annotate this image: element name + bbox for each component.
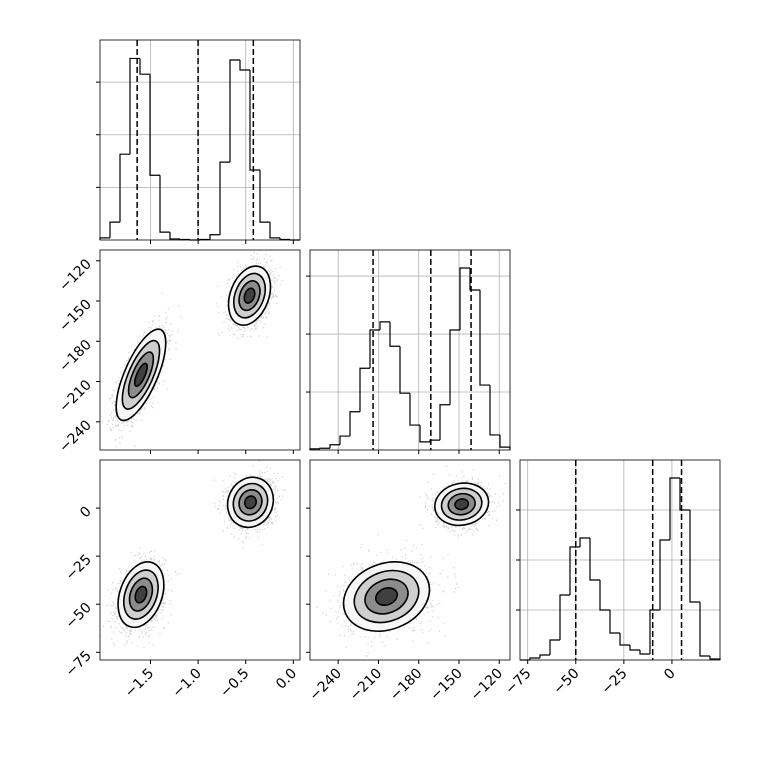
histogram-bin bbox=[579, 537, 590, 547]
panel-content bbox=[316, 465, 507, 657]
histogram-bin bbox=[339, 435, 350, 445]
x-tick-label: −1.0 bbox=[170, 666, 205, 701]
histogram-bin bbox=[399, 346, 410, 394]
histogram-bin bbox=[149, 74, 160, 176]
y-tick-label: −240 bbox=[56, 417, 95, 456]
x-tick-label: −25 bbox=[598, 666, 630, 698]
histogram-bin bbox=[359, 367, 370, 412]
density-contour bbox=[243, 287, 256, 304]
histogram-bin bbox=[379, 321, 390, 330]
density-contour bbox=[243, 495, 257, 510]
y-tick-label: 0 bbox=[77, 504, 95, 522]
histogram-bin bbox=[279, 237, 290, 241]
histogram-bin bbox=[499, 434, 511, 450]
histogram-bin bbox=[369, 329, 380, 369]
panel-content bbox=[102, 250, 289, 448]
histogram-bin bbox=[439, 404, 450, 441]
panel-frame bbox=[519, 459, 721, 661]
x-tick-label: 0.0 bbox=[273, 666, 300, 693]
y-tick-label: −75 bbox=[63, 648, 95, 680]
panel-frame bbox=[309, 249, 511, 451]
histogram-bin bbox=[429, 439, 440, 442]
histogram-bin bbox=[649, 609, 660, 654]
x-tick-label: −120 bbox=[468, 666, 507, 705]
histogram-bin bbox=[239, 60, 250, 71]
histogram-bin bbox=[689, 510, 700, 603]
histogram-bin bbox=[419, 425, 430, 443]
histogram-bin bbox=[179, 238, 190, 241]
histogram-bin bbox=[599, 580, 610, 611]
histogram-bin bbox=[609, 610, 620, 634]
x-tick-label: −50 bbox=[550, 666, 582, 698]
x-tick-label: −210 bbox=[347, 666, 386, 705]
histogram-bin bbox=[479, 290, 490, 386]
sample-cloud bbox=[316, 534, 459, 657]
histogram-bin bbox=[559, 594, 570, 640]
histogram-bin bbox=[619, 633, 630, 646]
histogram-bin bbox=[489, 385, 500, 436]
density-contour bbox=[374, 587, 399, 606]
histogram-bin bbox=[709, 656, 721, 660]
histogram-bin bbox=[229, 59, 240, 163]
histogram-bin bbox=[169, 232, 180, 240]
histogram-bin bbox=[549, 639, 560, 655]
y-tick-label: −210 bbox=[56, 377, 95, 416]
histogram-bin bbox=[409, 393, 420, 426]
panel-frame bbox=[99, 249, 301, 451]
y-tick-label: −180 bbox=[56, 337, 95, 376]
x-tick-label: −240 bbox=[307, 666, 346, 705]
histogram-bin bbox=[449, 329, 460, 405]
histogram-bin bbox=[469, 267, 480, 291]
histogram-bin bbox=[569, 546, 580, 595]
histogram-bin bbox=[659, 539, 670, 610]
y-tick-label: −50 bbox=[63, 600, 95, 632]
x-tick-label: 0 bbox=[661, 666, 679, 684]
density-contour bbox=[134, 585, 148, 604]
histogram-bin bbox=[539, 654, 550, 658]
x-tick-label: −75 bbox=[502, 666, 534, 698]
histogram-bin bbox=[329, 444, 340, 449]
histogram-bin bbox=[129, 57, 140, 155]
y-tick-label: −150 bbox=[56, 297, 95, 336]
histogram-bin bbox=[209, 234, 220, 240]
histogram-bin bbox=[699, 602, 710, 657]
histogram-bin bbox=[159, 175, 170, 233]
histogram-bin bbox=[459, 267, 470, 330]
x-tick-label: −150 bbox=[427, 666, 466, 705]
histogram-bin bbox=[139, 58, 150, 75]
x-tick-label: −180 bbox=[387, 666, 426, 705]
histogram-bin bbox=[679, 478, 690, 511]
panel-content bbox=[100, 460, 286, 649]
panel-frame bbox=[309, 459, 511, 661]
histogram-bin bbox=[629, 645, 640, 651]
panel-frame bbox=[99, 39, 301, 241]
histogram-bin bbox=[529, 657, 540, 660]
y-tick-label: −25 bbox=[63, 552, 95, 584]
histogram-bin bbox=[109, 221, 120, 238]
histogram-bin bbox=[319, 447, 330, 449]
histogram-bin bbox=[269, 222, 280, 239]
histogram-bin bbox=[119, 153, 130, 223]
histogram-bin bbox=[669, 477, 680, 540]
panel-frame bbox=[99, 459, 301, 661]
histogram-bin bbox=[259, 170, 270, 223]
histogram-bin bbox=[219, 161, 230, 235]
histogram-bin bbox=[589, 538, 600, 581]
y-tick-label: −120 bbox=[56, 256, 95, 295]
density-contour bbox=[133, 362, 148, 388]
histogram-bin bbox=[349, 411, 360, 437]
x-tick-label: −1.5 bbox=[122, 666, 157, 701]
density-contour bbox=[454, 498, 470, 511]
histogram-bin bbox=[389, 321, 400, 347]
histogram-bin bbox=[249, 70, 260, 171]
histogram-bin bbox=[639, 650, 650, 655]
x-tick-label: −0.5 bbox=[217, 666, 252, 701]
